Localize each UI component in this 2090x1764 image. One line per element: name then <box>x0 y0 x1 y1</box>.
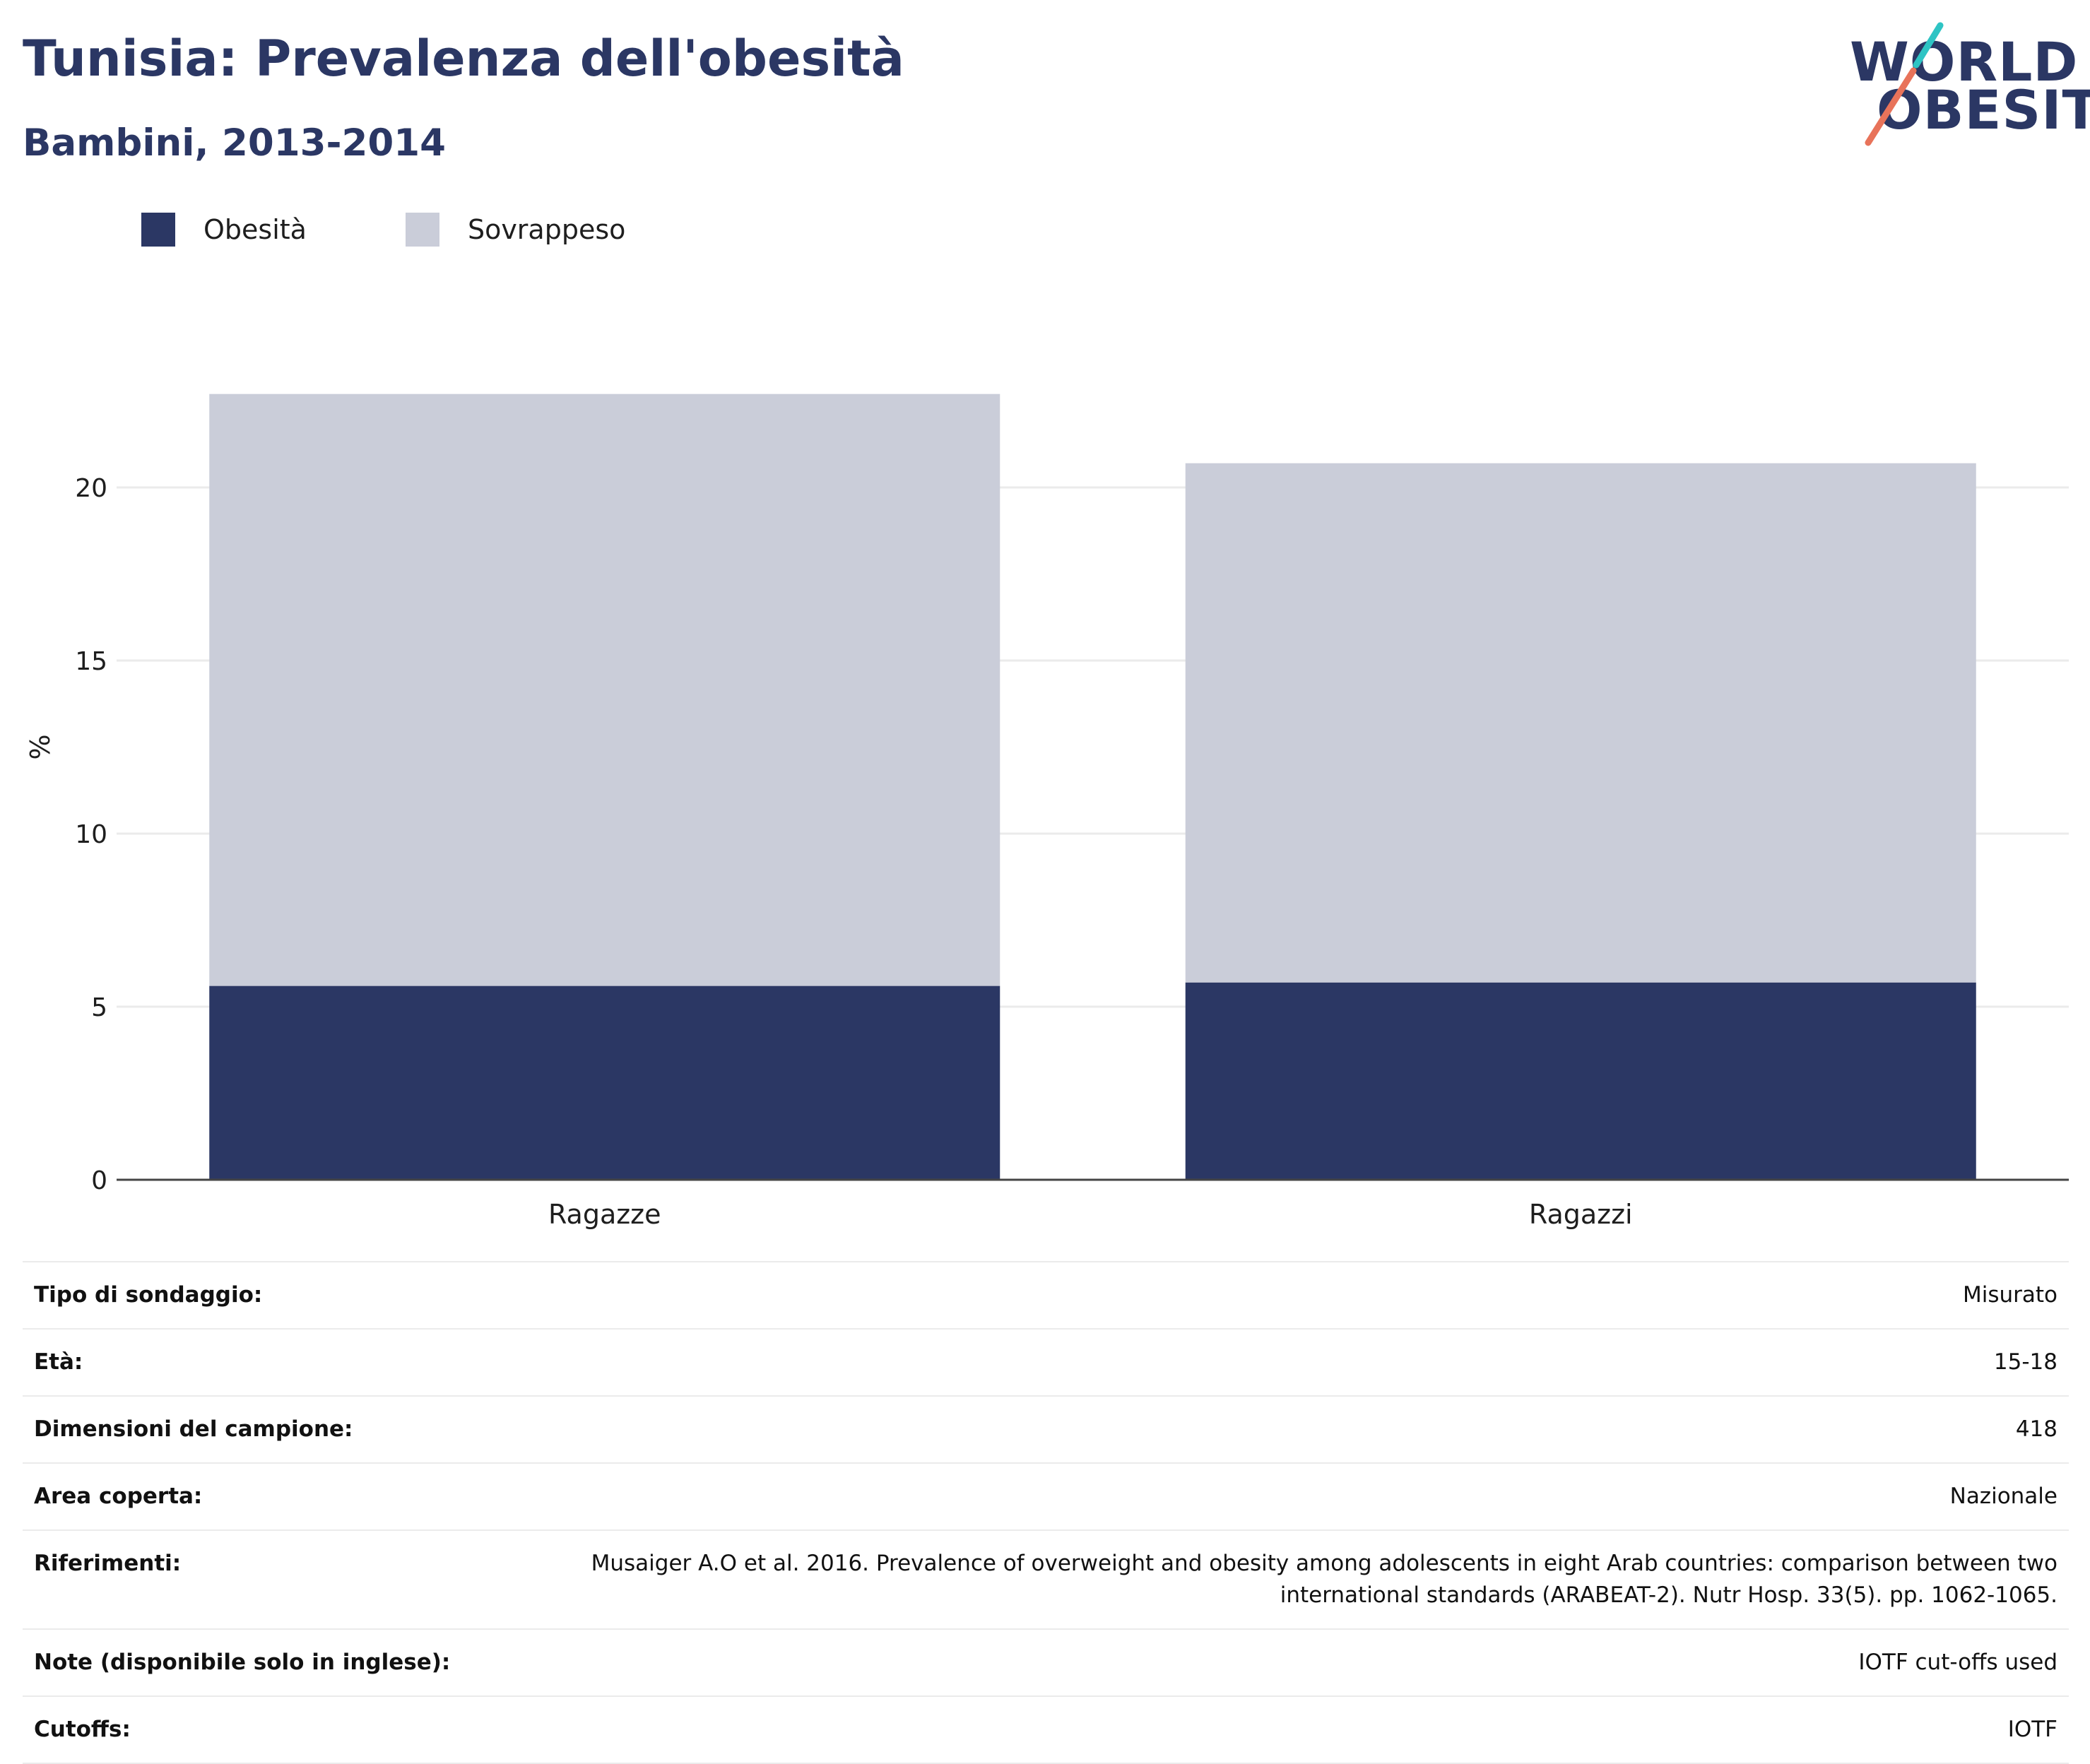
info-value: IOTF cut-offs used <box>540 1628 2069 1696</box>
info-label: Note (disponibile solo in inglese): <box>23 1628 540 1696</box>
y-tick-label: 10 <box>75 820 107 849</box>
chart-legend: Obesità Sovrappeso <box>141 212 724 247</box>
info-row: Note (disponibile solo in inglese): IOTF … <box>23 1628 2069 1696</box>
legend-swatch-obesita <box>141 213 175 247</box>
world-obesity-logo: WORLD OBESITY <box>1844 21 2090 148</box>
survey-info-table: Tipo di sondaggio: Misurato Età: 15-18 Dimen… <box>23 1261 2069 1764</box>
info-label: Tipo di sondaggio: <box>23 1261 540 1329</box>
info-label: Area coperta: <box>23 1462 540 1530</box>
info-value: IOTF <box>540 1695 2069 1764</box>
info-label: Dimensioni del campione: <box>23 1395 540 1463</box>
bar-obesita-ragazze <box>209 985 1000 1180</box>
info-label: Età: <box>23 1327 540 1396</box>
x-tick-label: Ragazzi <box>1529 1199 1633 1230</box>
info-row: Area coperta: Nazionale <box>23 1462 2069 1530</box>
bar-sovrappeso-ragazzi <box>1185 463 1976 983</box>
x-tick-label: Ragazze <box>548 1199 661 1230</box>
page-title: Tunisia: Prevalenza dell'obesità <box>23 30 904 88</box>
page-subtitle: Bambini, 2013-2014 <box>23 122 446 165</box>
info-label: Riferimenti: <box>23 1529 540 1629</box>
y-tick-label: 5 <box>91 993 107 1022</box>
logo-text-line1: WORLD <box>1850 30 2079 93</box>
info-value: Misurato <box>540 1261 2069 1329</box>
logo-slash-icon <box>1865 22 1944 146</box>
info-row: Cutoffs: IOTF <box>23 1695 2069 1764</box>
y-tick-label: 0 <box>91 1166 107 1195</box>
info-row: Dimensioni del campione: 418 <box>23 1395 2069 1463</box>
y-tick-label: 15 <box>75 647 107 676</box>
legend-item-obesita[interactable]: Obesità <box>141 213 307 247</box>
stacked-bar-chart: 0 5 10 15 20% Ragazze Ragazzi <box>25 393 2069 1230</box>
info-value: Musaiger A.O et al. 2016. Prevalence of … <box>540 1529 2069 1629</box>
bar-sovrappeso-ragazze <box>209 393 1000 986</box>
legend-swatch-sovrappeso <box>405 213 439 247</box>
info-value: 418 <box>540 1395 2069 1463</box>
info-label: Cutoffs: <box>23 1695 540 1764</box>
logo-text-line2: OBESITY <box>1877 78 2090 141</box>
legend-label-sovrappeso: Sovrappeso <box>467 214 626 245</box>
legend-item-sovrappeso[interactable]: Sovrappeso <box>405 213 626 247</box>
bar-obesita-ragazzi <box>1185 982 1976 1180</box>
y-axis-label: % <box>25 734 56 759</box>
legend-label-obesita: Obesità <box>203 214 307 245</box>
info-value: Nazionale <box>540 1462 2069 1530</box>
info-value: 15-18 <box>540 1327 2069 1396</box>
info-row: Tipo di sondaggio: Misurato <box>23 1261 2069 1329</box>
y-tick-label: 20 <box>75 474 107 503</box>
info-row: Riferimenti: Musaiger A.O et al. 2016. Pr… <box>23 1529 2069 1629</box>
info-row: Età: 15-18 <box>23 1327 2069 1396</box>
